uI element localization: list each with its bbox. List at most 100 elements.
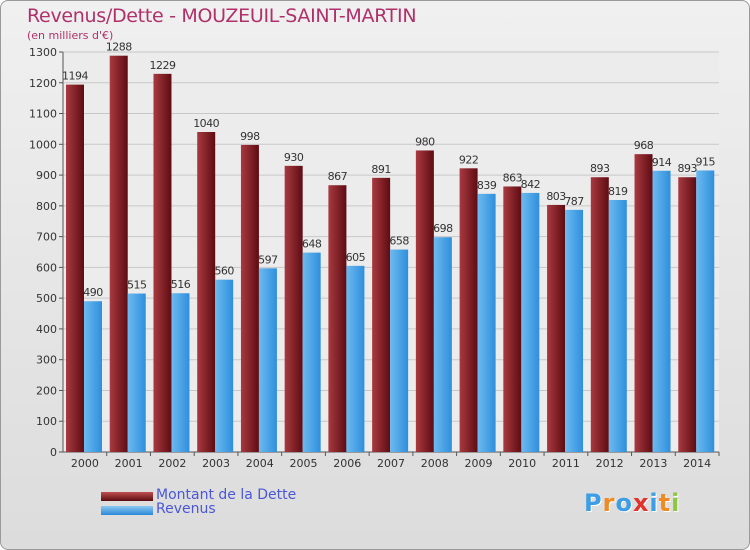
- data-label: 930: [284, 151, 304, 164]
- data-label: 842: [521, 178, 541, 191]
- y-tick-label: 1100: [29, 108, 57, 121]
- bar-revenus: [433, 237, 452, 452]
- data-label: 893: [678, 162, 698, 175]
- data-label: 597: [258, 253, 278, 266]
- data-label: 819: [608, 185, 628, 198]
- bar-revenus: [390, 249, 409, 452]
- x-tick-label: 2010: [508, 457, 536, 470]
- logo-letter: t: [658, 489, 672, 517]
- x-tick-label: 2002: [158, 457, 186, 470]
- data-label: 1288: [106, 41, 132, 54]
- bar-revenus: [127, 293, 146, 452]
- bar-revenus: [302, 252, 321, 452]
- data-label: 915: [696, 155, 716, 168]
- y-tick-label: 800: [36, 200, 57, 213]
- proxiti-logo: Proxiti: [584, 489, 680, 517]
- y-tick-label: 400: [36, 323, 57, 336]
- data-label: 914: [652, 156, 672, 169]
- bar-revenus: [215, 279, 234, 452]
- x-tick-label: 2008: [421, 457, 449, 470]
- data-label: 863: [503, 171, 523, 184]
- x-tick-label: 2000: [71, 457, 99, 470]
- y-tick-label: 100: [36, 415, 57, 428]
- y-tick-label: 500: [36, 292, 57, 305]
- bar-revenus: [258, 268, 277, 452]
- chart-title: Revenus/Dette - MOUZEUIL-SAINT-MARTIN: [27, 5, 417, 27]
- bar-dette: [197, 132, 216, 452]
- data-label: 515: [127, 279, 147, 292]
- bar-revenus: [652, 170, 671, 452]
- chart-subtitle: (en milliers d'€): [27, 29, 114, 42]
- bar-dette: [328, 185, 347, 452]
- logo-letter: r: [602, 489, 616, 517]
- x-tick-label: 2004: [246, 457, 274, 470]
- legend-swatch-revenus: [101, 506, 153, 515]
- x-tick-label: 2003: [202, 457, 230, 470]
- data-label: 1194: [62, 70, 88, 83]
- logo-letter: i: [671, 489, 681, 517]
- bar-revenus: [346, 265, 365, 452]
- bar-dette: [109, 55, 128, 452]
- bar-dette: [66, 84, 84, 452]
- bar-dette: [547, 204, 566, 452]
- x-tick-label: 2006: [333, 457, 361, 470]
- data-label: 698: [433, 222, 453, 235]
- x-tick-label: 2013: [639, 457, 667, 470]
- y-tick-label: 0: [50, 446, 57, 459]
- bar-revenus: [84, 301, 102, 452]
- bar-dette: [415, 150, 434, 452]
- y-tick-label: 1300: [29, 46, 57, 59]
- data-label: 648: [302, 238, 322, 251]
- bar-revenus: [696, 170, 715, 452]
- bar-dette: [372, 177, 391, 452]
- y-tick-label: 600: [36, 261, 57, 274]
- y-tick-label: 1000: [29, 138, 57, 151]
- x-tick-label: 2012: [596, 457, 624, 470]
- y-tick-label: 300: [36, 354, 57, 367]
- legend-swatch-dette: [101, 492, 153, 501]
- data-label: 560: [214, 265, 234, 278]
- bar-dette: [590, 177, 609, 452]
- data-label: 1040: [193, 117, 219, 130]
- legend-label-dette: Montant de la Dette: [156, 487, 297, 503]
- data-label: 839: [477, 179, 497, 192]
- bar-dette: [503, 186, 522, 452]
- data-label: 891: [371, 163, 391, 176]
- logo-letter: i: [649, 489, 659, 517]
- x-tick-label: 2001: [115, 457, 143, 470]
- data-label: 490: [83, 286, 103, 299]
- data-label: 980: [415, 135, 435, 148]
- y-tick-label: 200: [36, 384, 57, 397]
- data-label: 787: [564, 195, 584, 208]
- bar-revenus: [565, 209, 584, 452]
- x-tick-label: 2014: [683, 457, 711, 470]
- bar-revenus: [521, 192, 540, 452]
- bar-revenus: [608, 200, 627, 452]
- data-label: 867: [328, 170, 348, 183]
- bar-dette: [678, 177, 697, 452]
- x-tick-label: 2009: [464, 457, 492, 470]
- data-label: 516: [171, 278, 191, 291]
- x-tick-label: 2011: [552, 457, 580, 470]
- bar-dette: [284, 165, 303, 452]
- y-tick-label: 900: [36, 169, 57, 182]
- bar-dette: [240, 144, 259, 452]
- y-tick-label: 700: [36, 231, 57, 244]
- data-label: 658: [389, 235, 409, 248]
- bar-revenus: [477, 193, 496, 452]
- data-label: 1229: [149, 59, 175, 72]
- x-tick-label: 2005: [290, 457, 318, 470]
- data-label: 803: [546, 190, 566, 203]
- data-label: 893: [590, 162, 610, 175]
- bar-dette: [459, 168, 478, 453]
- bar-dette: [153, 73, 172, 452]
- data-label: 922: [459, 153, 479, 166]
- data-label: 998: [240, 130, 260, 143]
- bar-dette: [634, 154, 653, 452]
- logo-letter: o: [615, 489, 633, 517]
- y-tick-label: 1200: [29, 77, 57, 90]
- logo-letter: x: [632, 489, 650, 517]
- bar-revenus: [171, 293, 190, 452]
